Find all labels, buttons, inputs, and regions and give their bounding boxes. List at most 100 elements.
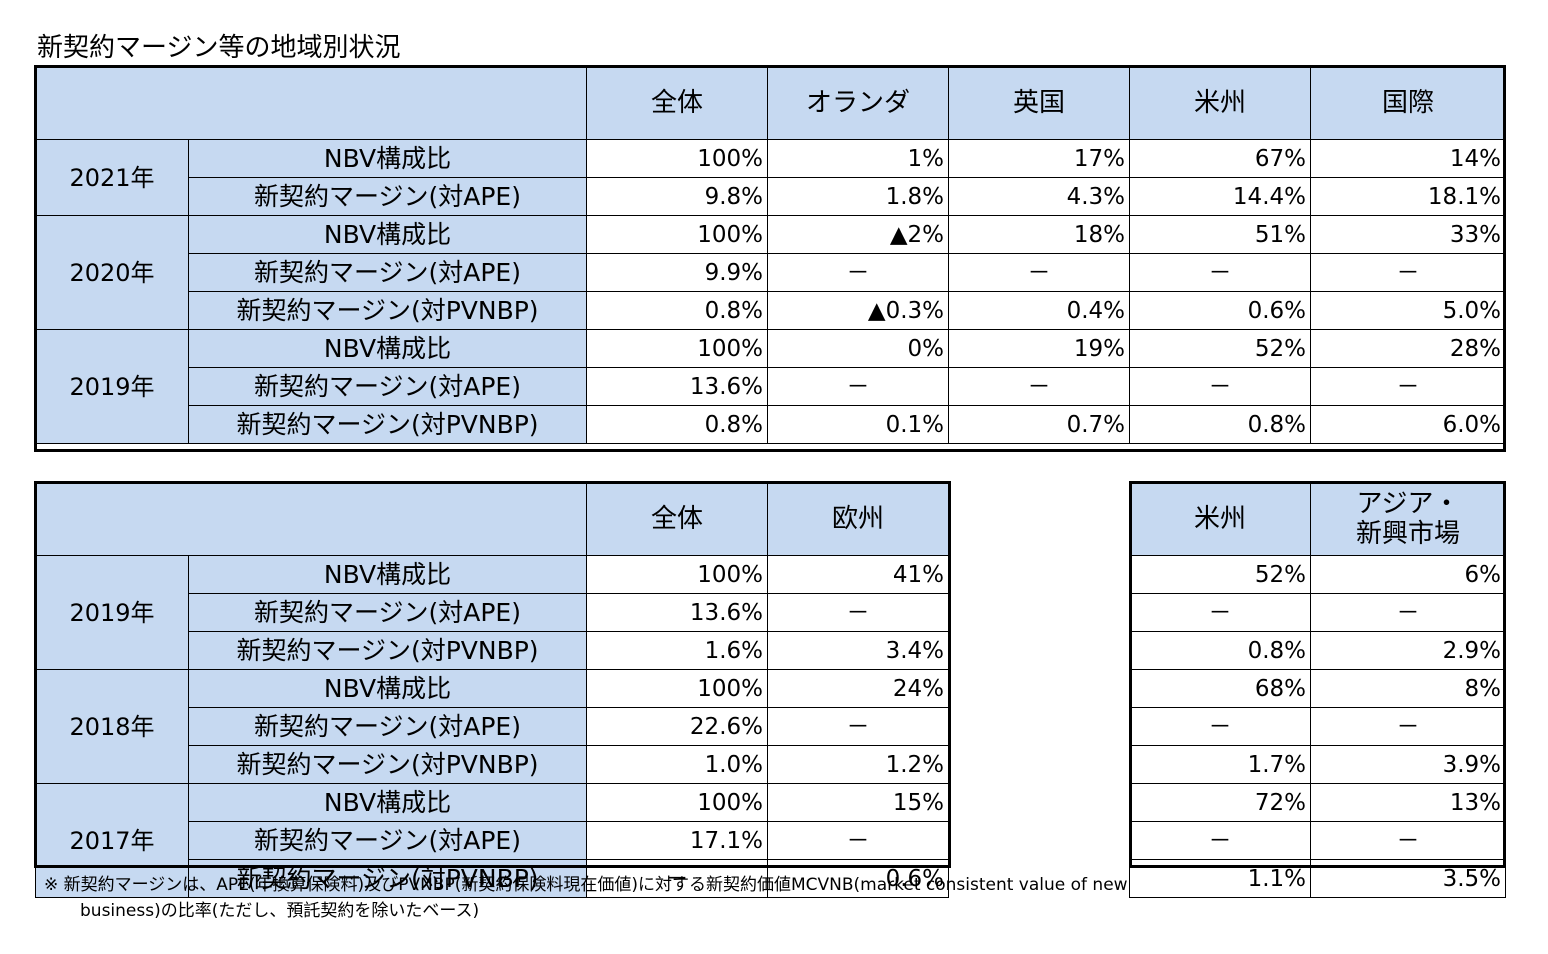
- gap-cell: [948, 745, 1130, 784]
- value-cell: 28%: [1310, 329, 1506, 368]
- row-label: NBV構成比: [188, 215, 587, 254]
- table-row: 新契約マージン(対PVNBP) 0.8% 0.1% 0.7% 0.8% 6.0%: [36, 405, 1506, 444]
- column-header: 全体: [586, 482, 768, 556]
- value-cell: 2.9%: [1310, 631, 1506, 670]
- value-cell: 13.6%: [586, 593, 768, 632]
- value-cell: 100%: [586, 669, 768, 708]
- value-cell: 1.7%: [1129, 745, 1311, 784]
- row-label: 新契約マージン(対APE): [188, 707, 587, 746]
- row-label: 新契約マージン(対PVNBP): [188, 291, 587, 330]
- column-header: オランダ: [767, 66, 949, 140]
- value-cell: 52%: [1129, 555, 1311, 594]
- value-cell: －: [948, 367, 1130, 406]
- value-cell: －: [1129, 253, 1311, 292]
- value-cell: 9.8%: [586, 177, 768, 216]
- value-cell: 0.4%: [948, 291, 1130, 330]
- value-cell: 51%: [1129, 215, 1311, 254]
- table-row: 新契約マージン(対APE) 22.6% －－－: [36, 707, 1506, 746]
- value-cell: 72%: [1129, 783, 1311, 822]
- row-label: 新契約マージン(対APE): [188, 367, 587, 406]
- header-blank-cell: [35, 66, 587, 140]
- column-header: 米州: [1129, 482, 1311, 556]
- value-cell: 19%: [948, 329, 1130, 368]
- value-cell: 0.6%: [1129, 291, 1311, 330]
- column-header: 英国: [948, 66, 1130, 140]
- gap-cell: [948, 631, 1130, 670]
- value-cell: －: [1310, 253, 1506, 292]
- value-cell: 1%: [767, 139, 949, 178]
- year-label: 2020年: [35, 215, 189, 330]
- value-cell: －: [767, 253, 949, 292]
- gap-cell: [948, 593, 1130, 632]
- table-row: 2018年 NBV構成比 100% 24% 68% 8%: [35, 669, 1506, 784]
- value-cell: 67%: [1129, 139, 1311, 178]
- table-row: 2019年 NBV構成比 100% 41% 52% 6%: [35, 555, 1506, 670]
- table-row: 新契約マージン(対APE) 9.8% 1.8% 4.3% 14.4% 18.1%: [36, 177, 1506, 216]
- table-row: 新契約マージン(対APE) 17.1% －－－: [36, 821, 1506, 860]
- value-cell: 41%: [767, 555, 949, 594]
- value-cell: －: [1310, 367, 1506, 406]
- footnote: ※ 新契約マージンは、APE(年換算保険料)及びPVNBP(新契約保険料現在価値…: [44, 872, 1464, 924]
- value-cell: －: [1129, 367, 1311, 406]
- gap-cell: [948, 555, 1130, 594]
- table-row: 2019年 NBV構成比 100% 0% 19% 52% 28%: [35, 329, 1506, 444]
- value-cell: 100%: [586, 215, 768, 254]
- table-row: 新契約マージン(対PVNBP) 1.0% 1.2% 1.7% 3.9%: [36, 745, 1506, 784]
- value-cell: 14%: [1310, 139, 1506, 178]
- row-label: 新契約マージン(対APE): [188, 177, 587, 216]
- column-header: 国際: [1310, 66, 1506, 140]
- value-cell: 100%: [586, 555, 768, 594]
- value-cell: 0.8%: [1129, 631, 1311, 670]
- value-cell: 100%: [586, 783, 768, 822]
- gap-cell: [948, 707, 1130, 746]
- value-cell: 22.6%: [586, 707, 768, 746]
- value-cell: 1.6%: [586, 631, 768, 670]
- value-cell: 6.0%: [1310, 405, 1506, 444]
- gap-cell: [948, 859, 1130, 898]
- value-cell: 24%: [767, 669, 949, 708]
- value-cell: 0.8%: [1129, 405, 1311, 444]
- value-cell: 13.6%: [586, 367, 768, 406]
- gap-cell: [948, 669, 1130, 708]
- value-cell: 0.8%: [586, 291, 768, 330]
- gap-cell: [948, 821, 1130, 860]
- row-label: NBV構成比: [188, 139, 587, 178]
- value-cell: 15%: [767, 783, 949, 822]
- header-row: 全体 オランダ 英国 米州 国際: [35, 66, 1506, 140]
- regional-margin-table-2017-2019: 全体 欧州 米州 アジア・ 新興市場 2019年 NBV構成比 100% 41% 52% 6% 新契…: [35, 482, 1506, 898]
- table-row: 新契約マージン(対APE) 9.9% －－－－: [36, 253, 1506, 292]
- value-cell: －: [1129, 707, 1311, 746]
- gap-cell: [948, 783, 1130, 822]
- row-label: NBV構成比: [188, 669, 587, 708]
- value-cell: 17%: [948, 139, 1130, 178]
- column-header: アジア・ 新興市場: [1310, 482, 1506, 556]
- value-cell: 0.7%: [948, 405, 1130, 444]
- value-cell: 5.0%: [1310, 291, 1506, 330]
- value-cell: 8%: [1310, 669, 1506, 708]
- value-cell: 3.9%: [1310, 745, 1506, 784]
- year-label: 2018年: [35, 669, 189, 784]
- footnote-line-2: business)の比率(ただし、預託契約を除いたベース): [80, 901, 480, 921]
- value-cell: －: [1129, 821, 1311, 860]
- value-cell: 0.1%: [767, 405, 949, 444]
- value-cell: 13%: [1310, 783, 1506, 822]
- gap-cell: [948, 482, 1130, 556]
- column-header: 欧州: [767, 482, 949, 556]
- value-cell: －: [1310, 707, 1506, 746]
- value-cell: 52%: [1129, 329, 1311, 368]
- value-cell: 1.2%: [767, 745, 949, 784]
- value-cell: －: [948, 253, 1130, 292]
- row-label: NBV構成比: [188, 783, 587, 822]
- value-cell: －: [767, 367, 949, 406]
- table-row: 新契約マージン(対PVNBP) 0.8% ▲0.3% 0.4% 0.6% 5.0%: [36, 291, 1506, 330]
- row-label: 新契約マージン(対PVNBP): [188, 631, 587, 670]
- row-label: 新契約マージン(対APE): [188, 253, 587, 292]
- row-label: NBV構成比: [188, 555, 587, 594]
- value-cell: 4.3%: [948, 177, 1130, 216]
- regional-margin-table-2019-2021: 全体 オランダ 英国 米州 国際 2021年 NBV構成比 100% 1% 17% 67% 14% 新契…: [35, 66, 1506, 444]
- value-cell: －: [1310, 821, 1506, 860]
- row-label: 新契約マージン(対PVNBP): [188, 405, 587, 444]
- table-row: 新契約マージン(対APE) 13.6% －－－: [36, 593, 1506, 632]
- value-cell: －: [767, 707, 949, 746]
- page-title: 新契約マージン等の地域別状況: [37, 33, 401, 63]
